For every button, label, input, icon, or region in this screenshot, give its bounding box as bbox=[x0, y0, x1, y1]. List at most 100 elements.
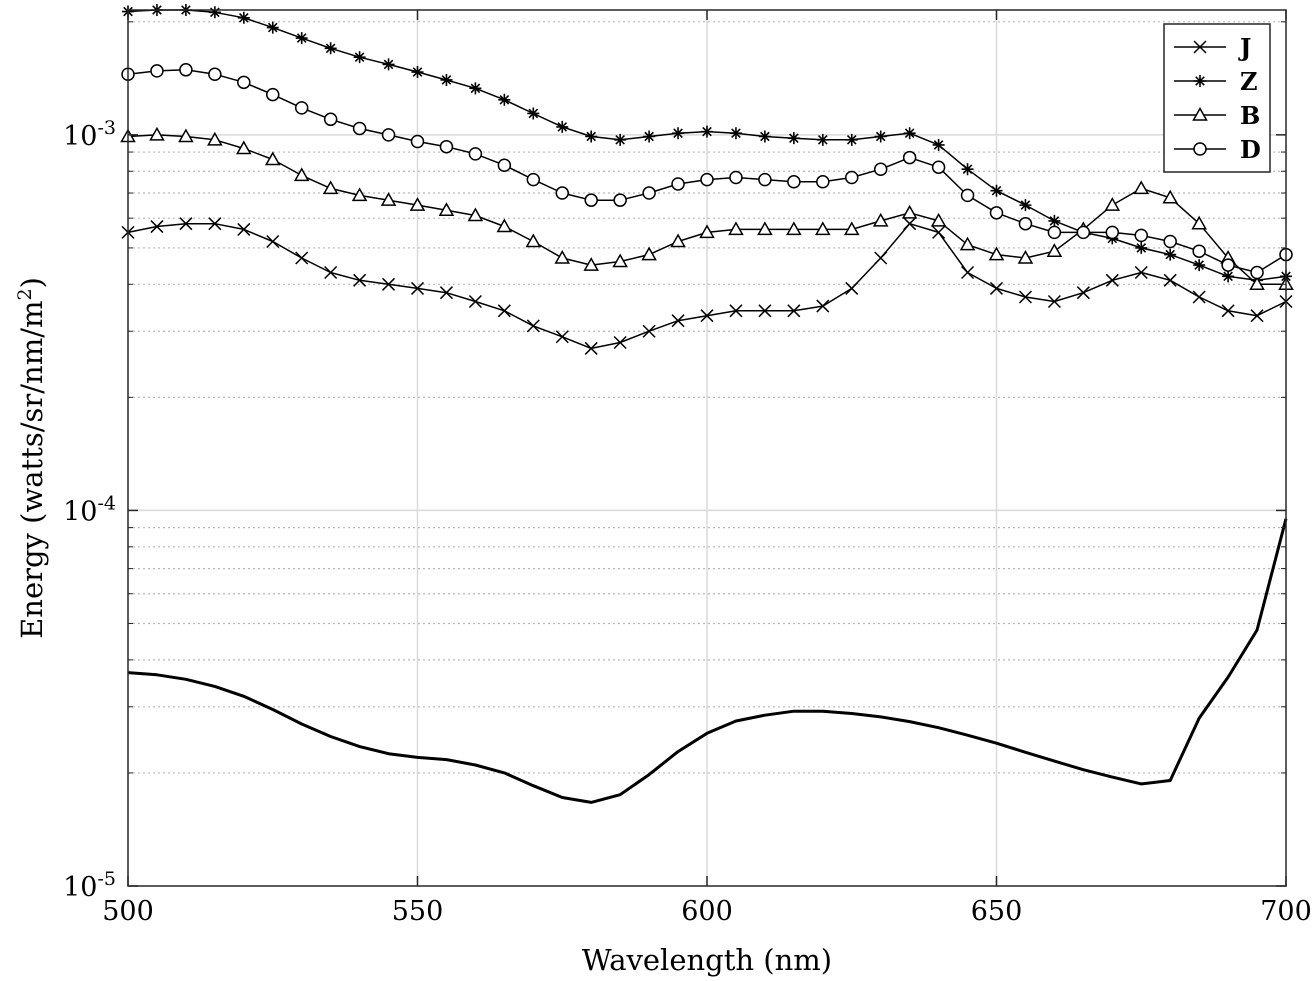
series-unlabeled bbox=[127, 518, 1288, 804]
data-point bbox=[758, 130, 771, 143]
data-point bbox=[1105, 273, 1119, 287]
data-point bbox=[438, 202, 455, 216]
legend-marker bbox=[1193, 142, 1207, 156]
data-point bbox=[758, 304, 772, 318]
data-point bbox=[960, 188, 975, 203]
data-point bbox=[381, 128, 396, 142]
data-point bbox=[555, 186, 569, 200]
data-point bbox=[323, 112, 338, 127]
legend-label: J bbox=[1238, 33, 1251, 62]
data-point bbox=[1191, 215, 1207, 230]
data-point bbox=[961, 163, 974, 176]
data-point bbox=[469, 82, 482, 95]
series-layer bbox=[120, 4, 1294, 804]
x-tick-label: 600 bbox=[681, 896, 733, 927]
x-tick-label: 700 bbox=[1260, 896, 1312, 927]
data-point bbox=[1249, 276, 1265, 291]
data-point bbox=[1193, 259, 1206, 272]
data-point bbox=[843, 221, 860, 236]
data-point bbox=[409, 197, 426, 211]
data-point bbox=[643, 130, 656, 143]
data-point bbox=[1046, 243, 1063, 257]
data-point bbox=[584, 341, 598, 355]
data-point bbox=[585, 130, 598, 143]
data-point bbox=[845, 133, 858, 146]
y-tick-exp: -4 bbox=[97, 492, 116, 514]
y-axis-label-sup: 2 bbox=[14, 288, 36, 300]
data-point bbox=[989, 206, 1004, 220]
data-point bbox=[353, 273, 367, 287]
data-point bbox=[556, 120, 569, 133]
data-point bbox=[1105, 225, 1120, 240]
data-point bbox=[149, 126, 165, 141]
data-point bbox=[816, 299, 830, 313]
data-point bbox=[352, 121, 367, 136]
data-point bbox=[961, 265, 975, 280]
data-point bbox=[526, 319, 540, 333]
data-point bbox=[845, 281, 859, 295]
series-d bbox=[121, 63, 1293, 280]
data-point bbox=[411, 66, 424, 79]
data-point bbox=[467, 207, 484, 222]
data-point bbox=[614, 133, 627, 146]
data-point bbox=[670, 233, 686, 248]
data-point bbox=[672, 127, 685, 140]
data-point bbox=[1135, 241, 1148, 254]
labels-layer: Wavelength (nm) Energy (watts/sr/nm/m2) bbox=[14, 277, 832, 977]
data-point bbox=[150, 220, 164, 234]
data-point bbox=[1222, 270, 1235, 283]
data-point bbox=[237, 11, 250, 24]
data-point bbox=[382, 277, 396, 291]
data-point bbox=[295, 32, 308, 45]
ticks-layer: 500 550 600 650 700 10-5 10-4 10-3 bbox=[63, 10, 1312, 927]
data-point bbox=[700, 172, 714, 187]
data-point bbox=[845, 170, 859, 185]
data-point bbox=[613, 335, 627, 350]
data-point bbox=[787, 132, 800, 145]
data-point bbox=[468, 147, 483, 161]
data-point bbox=[496, 218, 513, 233]
series-line bbox=[127, 518, 1288, 804]
data-point bbox=[322, 180, 339, 195]
data-point bbox=[266, 234, 280, 249]
data-point bbox=[816, 175, 830, 189]
x-tick-label: 550 bbox=[392, 896, 444, 927]
data-point bbox=[1048, 214, 1061, 227]
series-b bbox=[120, 126, 1294, 291]
data-point bbox=[729, 304, 743, 318]
data-point bbox=[324, 42, 337, 55]
data-point bbox=[583, 257, 599, 271]
data-point bbox=[959, 236, 976, 251]
data-point bbox=[324, 265, 338, 280]
data-point bbox=[728, 221, 744, 236]
data-point bbox=[758, 172, 772, 187]
data-point bbox=[498, 93, 511, 106]
data-point bbox=[671, 314, 685, 328]
x-tick-label: 650 bbox=[971, 896, 1023, 927]
y-tick-label: 10-4 bbox=[63, 492, 116, 527]
data-point bbox=[526, 172, 541, 187]
data-point bbox=[468, 294, 482, 309]
y-axis-label-main: Energy (watts/sr/nm/m bbox=[15, 301, 49, 639]
data-point bbox=[699, 224, 715, 239]
data-point bbox=[1019, 199, 1032, 212]
data-point bbox=[641, 246, 657, 261]
data-point bbox=[1250, 265, 1264, 280]
y-tick-base: 10 bbox=[63, 496, 97, 527]
data-point bbox=[179, 63, 193, 77]
data-point bbox=[1076, 225, 1091, 240]
data-point bbox=[700, 309, 714, 323]
data-point bbox=[874, 251, 888, 265]
legend-marker bbox=[1194, 75, 1206, 87]
x-tick-label: 500 bbox=[102, 896, 154, 927]
data-point bbox=[1134, 265, 1148, 280]
y-tick-label: 10-5 bbox=[63, 868, 116, 903]
data-point bbox=[266, 21, 279, 34]
y-tick-label: 10-3 bbox=[63, 117, 116, 152]
data-point bbox=[612, 253, 628, 268]
data-point bbox=[990, 184, 1003, 197]
data-point bbox=[410, 281, 425, 295]
data-point bbox=[1163, 273, 1177, 287]
data-point bbox=[642, 186, 656, 200]
